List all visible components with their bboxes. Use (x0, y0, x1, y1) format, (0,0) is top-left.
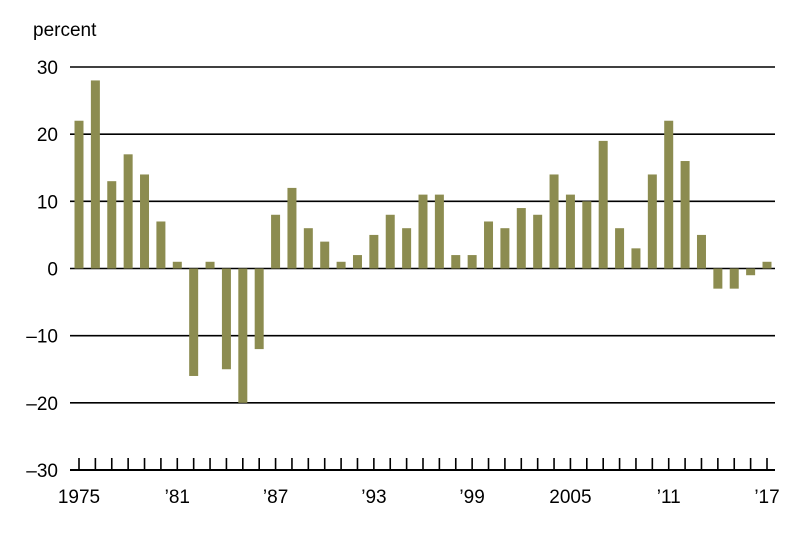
y-tick-label: 30 (37, 58, 58, 79)
bar-1976 (90, 80, 100, 269)
y-tick-label: 10 (37, 192, 58, 213)
bar-1987 (271, 214, 281, 269)
bar-1994 (385, 214, 395, 269)
bar-2009 (631, 248, 641, 269)
y-tick-labels: 30 20 10 0 –10 –20 –30 (26, 58, 58, 482)
bar-1996 (418, 194, 428, 269)
y-tick-label: –10 (26, 327, 58, 348)
x-tick-label: ’99 (459, 487, 484, 508)
bar-2010 (647, 174, 657, 269)
bar-1978 (123, 154, 133, 269)
bar-2005 (565, 194, 575, 269)
y-tick-label: 0 (47, 260, 58, 281)
bar-1997 (434, 194, 444, 269)
bar-1981 (172, 261, 182, 269)
bar-1983 (205, 261, 215, 269)
y-tick-label: –30 (26, 461, 58, 482)
bar-2017 (762, 261, 772, 269)
bar-1975 (74, 120, 84, 269)
bar-1979 (140, 174, 150, 269)
bar-2011 (664, 120, 674, 269)
bar-1984 (221, 268, 231, 370)
y-tick-label: –20 (26, 394, 58, 415)
bar-2012 (680, 161, 690, 269)
bar-1995 (402, 228, 412, 269)
y-axis-label: percent (33, 20, 97, 41)
bar-2004 (549, 174, 559, 269)
x-tick-label: 1975 (58, 487, 100, 508)
bar-1989 (303, 228, 313, 269)
bar-2002 (516, 208, 526, 269)
bar-2014 (713, 268, 723, 289)
bar-2007 (598, 140, 608, 269)
x-tick-label: ’81 (165, 487, 190, 508)
bar-2016 (746, 268, 756, 276)
bar-1988 (287, 187, 297, 269)
bars (74, 80, 772, 403)
bar-1977 (107, 181, 117, 269)
bar-1985 (238, 268, 248, 403)
bar-1992 (352, 255, 362, 269)
bar-1991 (336, 261, 346, 269)
bar-2008 (615, 228, 625, 269)
bar-2013 (696, 234, 706, 269)
bar-1986 (254, 268, 264, 350)
x-tick-label: ’87 (263, 487, 288, 508)
x-tick-label: ’11 (657, 487, 681, 508)
bar-1980 (156, 221, 166, 269)
x-axis (70, 458, 775, 471)
bar-2000 (484, 221, 494, 269)
x-tick-label: ’17 (754, 487, 779, 508)
bar-2003 (533, 214, 543, 269)
bar-1999 (467, 255, 477, 269)
x-tick-label: 2005 (549, 487, 591, 508)
x-tick-label: ’93 (361, 487, 386, 508)
bar-2015 (729, 268, 739, 289)
bar-1990 (320, 241, 330, 269)
y-tick-label: 20 (37, 125, 58, 146)
bar-1998 (451, 255, 461, 269)
bar-1982 (189, 268, 199, 376)
x-tick-labels: 1975 ’81 ’87 ’93 ’99 2005 ’11 ’17 (58, 487, 780, 508)
bar-2006 (582, 201, 592, 269)
bar-2001 (500, 228, 510, 269)
bar-1993 (369, 234, 379, 269)
